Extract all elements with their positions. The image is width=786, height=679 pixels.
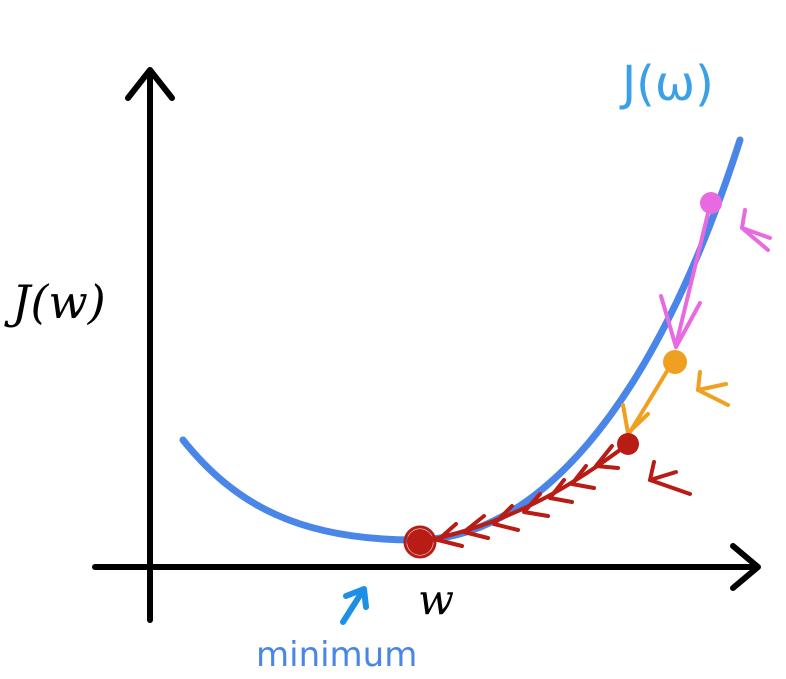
chevron-left-icon: [594, 444, 620, 470]
chevron-left-icon: [548, 478, 574, 504]
arrow-down-icon: [659, 294, 702, 349]
minimum-label: minimum: [256, 635, 417, 675]
step-orange: [621, 361, 730, 435]
y-axis-label: J(w): [4, 275, 106, 329]
curve-label: J(ω): [619, 56, 714, 112]
arrow-right-icon: [730, 543, 761, 591]
chevron-left-icon: [570, 464, 596, 490]
chevron-left-icon: [436, 522, 464, 548]
arrow-up-right-icon: [340, 586, 369, 625]
step-pink: [659, 203, 772, 349]
x-axis-label: w: [418, 575, 454, 624]
pointer-arrow-orange-icon: [696, 370, 728, 392]
chevron-left-icon: [522, 492, 550, 518]
arrow-up-icon: [125, 67, 175, 101]
point-minimum: [407, 529, 433, 555]
point-pink: [700, 192, 722, 214]
axes: [92, 67, 761, 623]
chevron-left-icon: [462, 514, 490, 540]
point-red: [617, 433, 639, 455]
step-red: [428, 442, 692, 548]
pointer-arrow-red-icon: [648, 460, 678, 482]
chevron-left-icon: [492, 504, 520, 532]
point-minimum-ring: [403, 525, 437, 559]
point-orange: [663, 350, 687, 374]
